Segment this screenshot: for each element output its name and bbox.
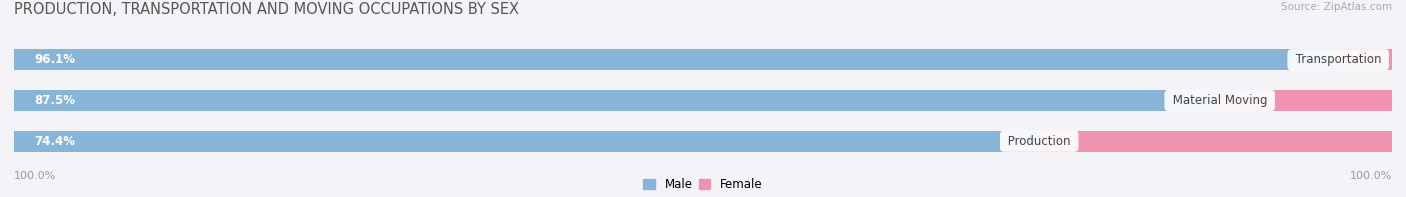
Text: Source: ZipAtlas.com: Source: ZipAtlas.com — [1281, 2, 1392, 12]
Text: Transportation: Transportation — [1292, 53, 1385, 66]
Bar — [1339, 49, 1392, 70]
Bar — [1039, 131, 1392, 152]
Text: 87.5%: 87.5% — [35, 94, 76, 107]
Text: 96.1%: 96.1% — [35, 53, 76, 66]
Bar — [14, 90, 1392, 111]
Text: 74.4%: 74.4% — [35, 135, 76, 148]
Bar — [14, 49, 1392, 70]
Legend: Male, Female: Male, Female — [644, 178, 762, 191]
Bar — [14, 131, 1039, 152]
Bar — [1220, 90, 1392, 111]
Bar — [14, 131, 1392, 152]
Bar — [14, 90, 1220, 111]
Text: 100.0%: 100.0% — [1350, 171, 1392, 181]
Bar — [14, 49, 1339, 70]
Text: Production: Production — [1004, 135, 1074, 148]
Text: 100.0%: 100.0% — [14, 171, 56, 181]
Text: PRODUCTION, TRANSPORTATION AND MOVING OCCUPATIONS BY SEX: PRODUCTION, TRANSPORTATION AND MOVING OC… — [14, 2, 519, 17]
Text: Material Moving: Material Moving — [1168, 94, 1271, 107]
